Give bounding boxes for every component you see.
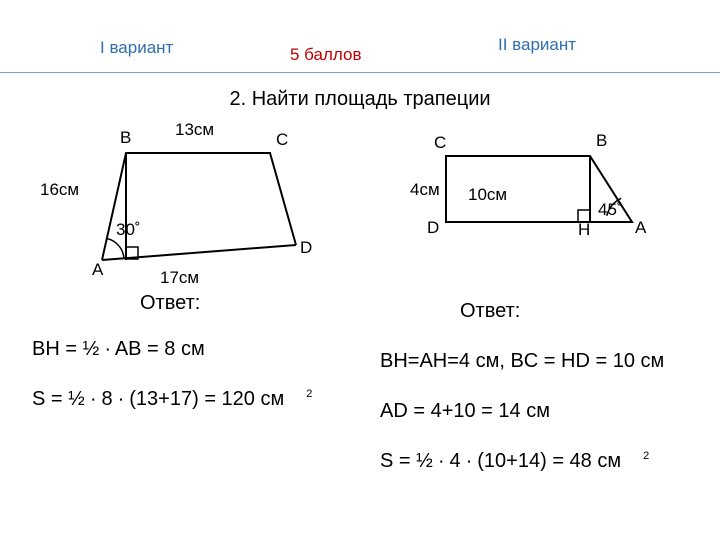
sol1-line1: BH = ½ ∙ AB = 8 см bbox=[32, 338, 205, 361]
sol1-line2-text: S = ½ ∙ 8 ∙ (13+17) = 120 см bbox=[32, 388, 284, 410]
points-label: 5 баллов bbox=[290, 45, 362, 65]
sol1-line2: S = ½ ∙ 8 ∙ (13+17) = 120 см 2 bbox=[32, 388, 312, 411]
sol2-line3-sq: 2 bbox=[643, 450, 649, 462]
svg-text:16см: 16см bbox=[40, 180, 79, 199]
svg-text:A: A bbox=[92, 260, 104, 279]
figure-1: B C A D 13см 16см 17см 30˚ bbox=[40, 115, 350, 300]
svg-text:30˚: 30˚ bbox=[116, 220, 141, 239]
svg-text:17см: 17см bbox=[160, 268, 199, 287]
svg-text:A: A bbox=[635, 218, 647, 237]
svg-text:C: C bbox=[276, 130, 288, 149]
answer-1-label: Ответ: bbox=[140, 292, 200, 315]
sol2-line3: S = ½ ∙ 4 ∙ (10+14) = 48 см 2 bbox=[380, 450, 649, 473]
answer-2-label: Ответ: bbox=[460, 300, 520, 323]
svg-text:B: B bbox=[596, 131, 607, 150]
figure-2: C B D H A 4см 10см 45˚ bbox=[410, 130, 690, 265]
svg-text:B: B bbox=[120, 128, 131, 147]
task-title: 2. Найти площадь трапеции bbox=[0, 88, 720, 111]
sol2-line3-text: S = ½ ∙ 4 ∙ (10+14) = 48 см bbox=[380, 450, 621, 472]
svg-text:C: C bbox=[434, 133, 446, 152]
svg-text:D: D bbox=[300, 238, 312, 257]
svg-text:10см: 10см bbox=[468, 185, 507, 204]
svg-text:4см: 4см bbox=[410, 180, 440, 199]
svg-text:H: H bbox=[578, 220, 590, 239]
header-rule bbox=[0, 72, 720, 73]
svg-text:D: D bbox=[427, 218, 439, 237]
sol2-line2: AD = 4+10 = 14 см bbox=[380, 400, 550, 423]
variant-2-label: II вариант bbox=[498, 35, 576, 55]
sol1-line2-sq: 2 bbox=[306, 388, 312, 400]
sol2-line1: BH=AH=4 см, BC = HD = 10 см bbox=[380, 350, 664, 373]
svg-text:13см: 13см bbox=[175, 120, 214, 139]
variant-1-label: I вариант bbox=[100, 38, 173, 58]
svg-text:45˚: 45˚ bbox=[598, 200, 623, 219]
